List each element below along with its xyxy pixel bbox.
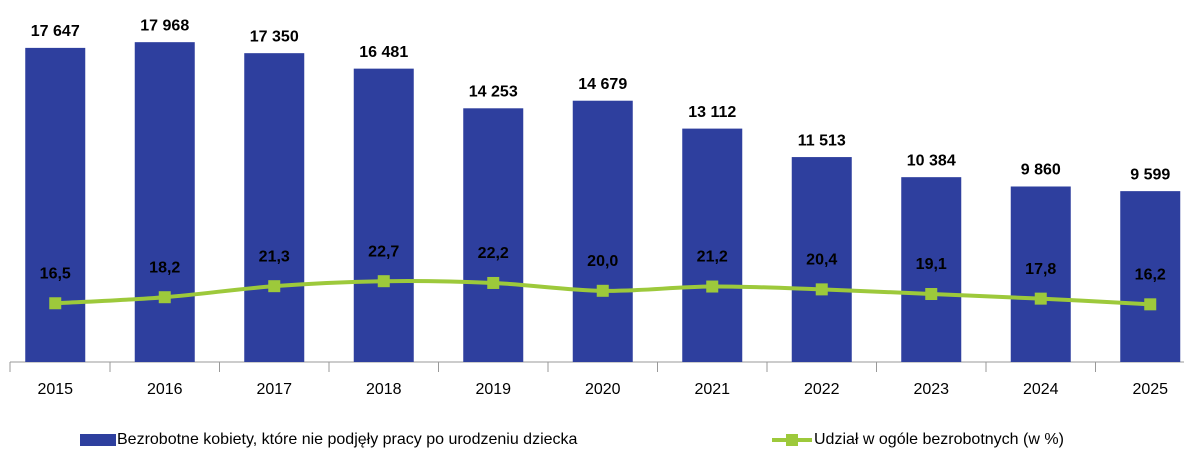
line-value-label: 21,2 <box>697 249 728 266</box>
legend-label: Bezrobotne kobiety, które nie podjęły pr… <box>117 431 578 448</box>
legend-swatch <box>786 434 798 446</box>
bar-value-label: 17 968 <box>140 17 189 34</box>
bar-value-label: 14 253 <box>469 84 518 101</box>
x-tick-label: 2020 <box>585 381 621 398</box>
bar <box>572 100 633 362</box>
x-tick-label: 2021 <box>694 381 730 398</box>
legend-label: Udział w ogóle bezrobotnych (w %) <box>814 431 1064 448</box>
bar <box>134 42 195 362</box>
x-tick-label: 2019 <box>475 381 511 398</box>
bar <box>25 47 86 363</box>
bar <box>901 177 962 362</box>
bar <box>791 157 852 362</box>
line-marker <box>815 283 828 296</box>
x-tick-label: 2023 <box>913 381 949 398</box>
bar-value-label: 13 112 <box>688 104 736 121</box>
line-marker <box>49 297 62 310</box>
line-marker <box>1144 298 1157 311</box>
bar-value-label: 16 481 <box>359 44 408 61</box>
line-marker <box>706 280 719 293</box>
bar-value-label: 17 350 <box>250 28 299 45</box>
line-value-label: 17,8 <box>1025 261 1056 278</box>
line-marker <box>596 284 609 297</box>
x-tick-label: 2022 <box>804 381 840 398</box>
bar-value-label: 9 599 <box>1130 166 1170 183</box>
legend-swatch <box>80 434 116 446</box>
line-value-label: 19,1 <box>916 256 947 273</box>
bar-value-label: 17 647 <box>31 23 80 40</box>
bar <box>1010 186 1071 362</box>
line-marker <box>377 275 390 288</box>
line-value-label: 22,7 <box>368 243 399 260</box>
bar-value-label: 11 513 <box>798 132 846 149</box>
x-tick-label: 2016 <box>147 381 183 398</box>
x-tick-label: 2025 <box>1132 381 1168 398</box>
line-value-label: 20,0 <box>587 253 618 270</box>
line-marker <box>1034 292 1047 305</box>
line-value-label: 18,2 <box>149 259 180 276</box>
line-marker <box>925 288 938 301</box>
line-marker <box>487 276 500 289</box>
bar <box>463 108 524 362</box>
x-tick-label: 2024 <box>1023 381 1059 398</box>
x-tick-label: 2015 <box>37 381 73 398</box>
bar-value-label: 10 384 <box>907 152 956 169</box>
bar-value-label: 14 679 <box>578 76 627 93</box>
x-tick-label: 2017 <box>256 381 292 398</box>
bar <box>244 53 305 363</box>
bar <box>682 128 743 362</box>
line-marker <box>158 291 171 304</box>
line-value-label: 21,3 <box>259 248 290 265</box>
line-value-label: 16,2 <box>1135 267 1166 284</box>
line-value-label: 16,5 <box>40 265 71 282</box>
line-marker <box>268 280 281 293</box>
line-value-label: 22,2 <box>478 245 509 262</box>
x-tick-label: 2018 <box>366 381 402 398</box>
bar <box>1120 191 1181 362</box>
line-value-label: 20,4 <box>806 252 837 269</box>
bar <box>353 68 414 363</box>
bar-value-label: 9 860 <box>1021 162 1061 179</box>
